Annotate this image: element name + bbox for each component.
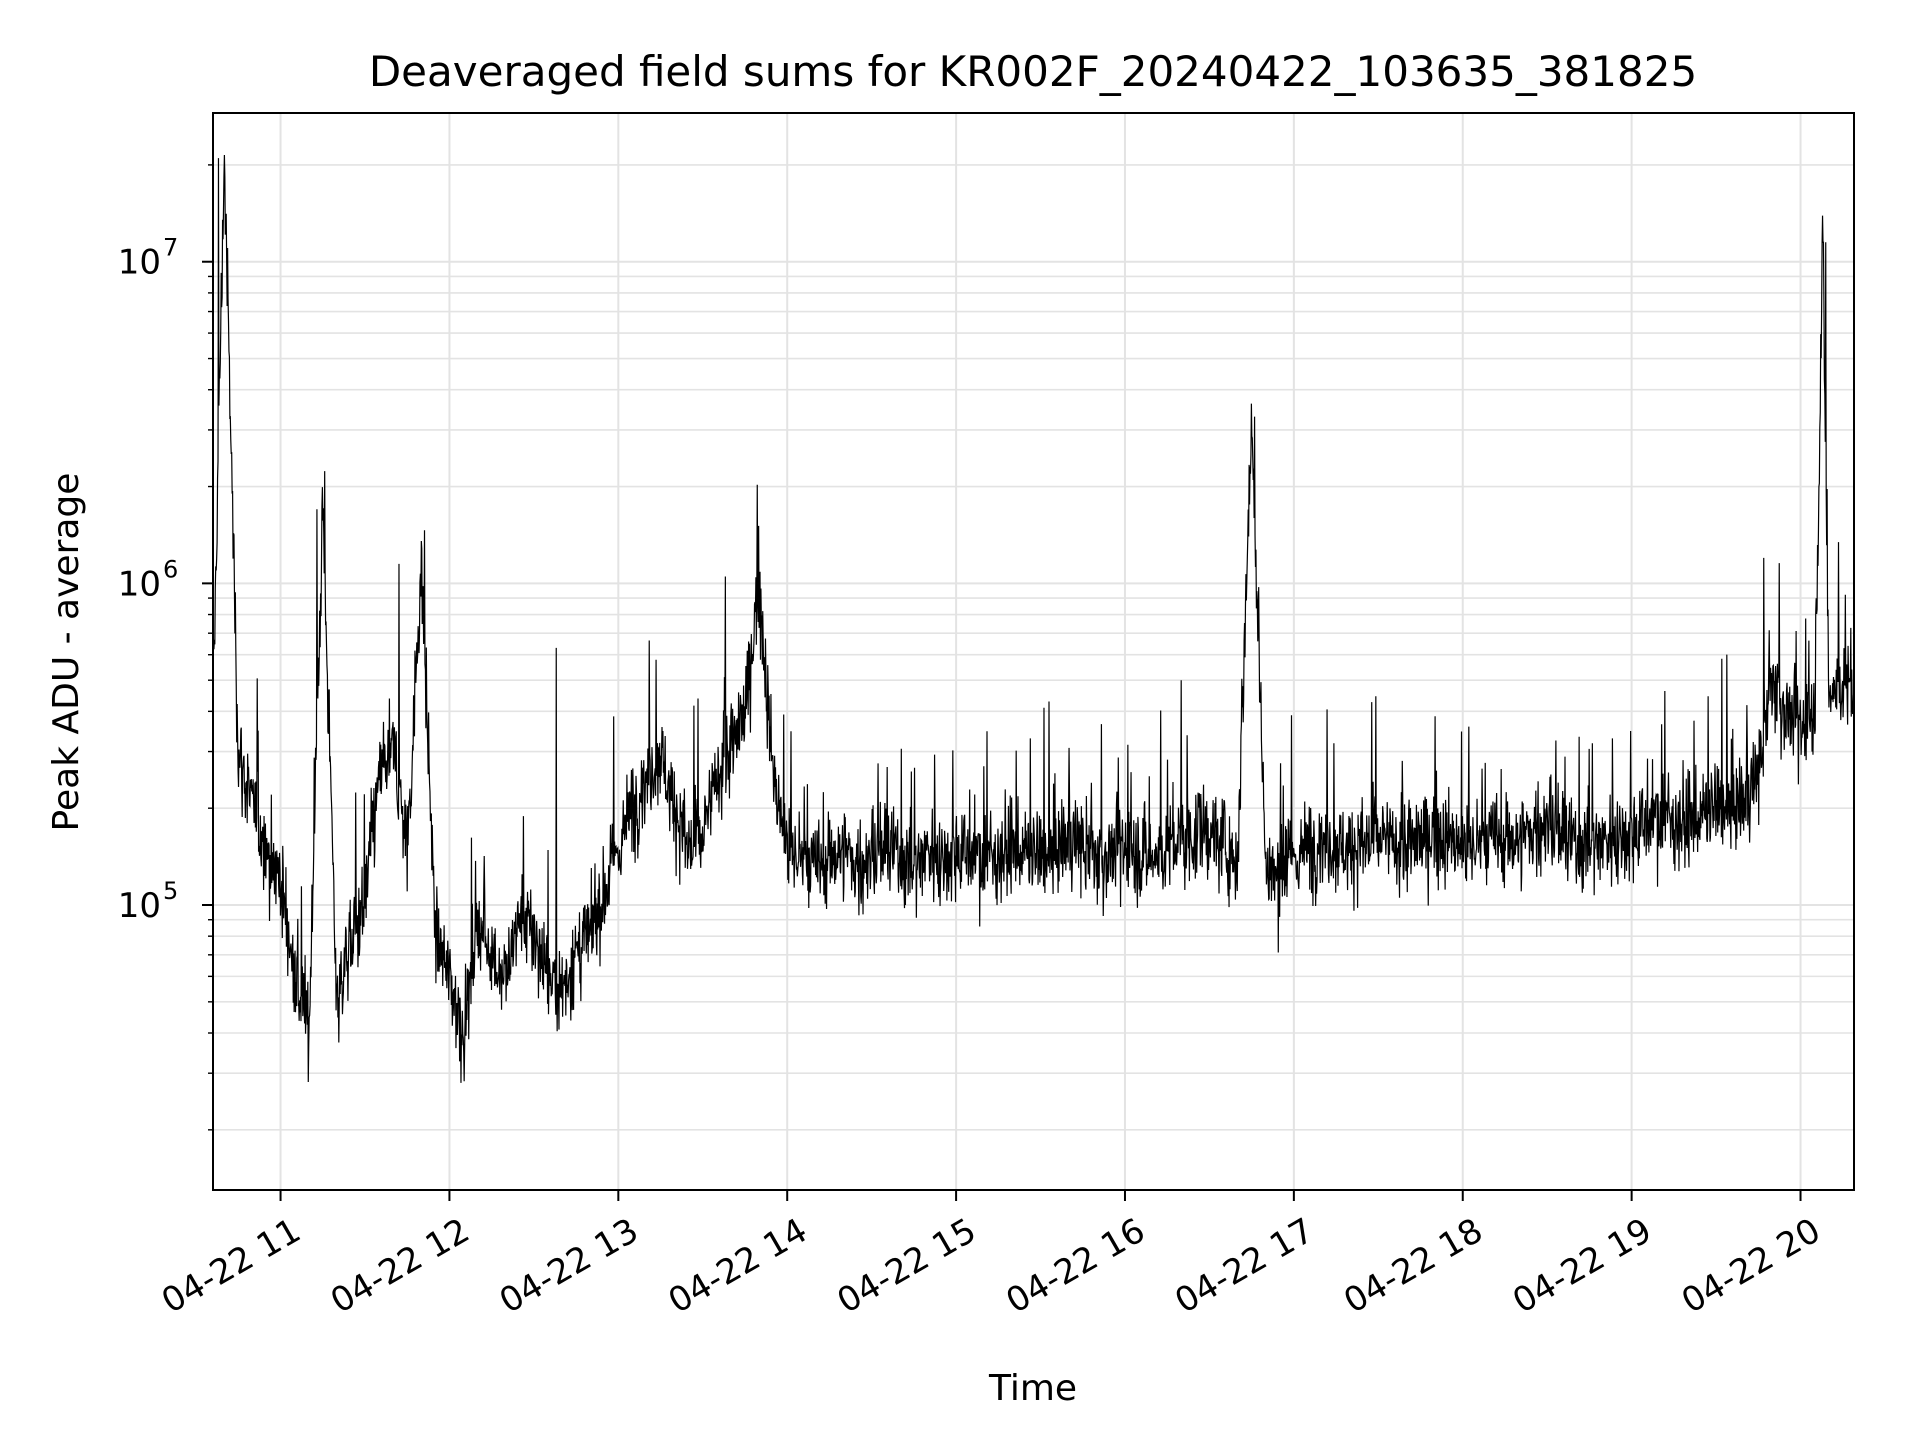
series-line	[212, 154, 1855, 1083]
y-axis-label: Peak ADU - average	[46, 473, 87, 832]
y-tick-label: 10	[118, 886, 161, 926]
y-tick-label: 10	[118, 564, 161, 604]
y-tick-exponent: 5	[163, 877, 178, 905]
x-axis-label: Time	[988, 1368, 1077, 1409]
y-tick-exponent: 7	[163, 234, 178, 262]
plot-frame	[212, 112, 1855, 1191]
y-tick-exponent: 6	[163, 555, 178, 583]
plot-area	[212, 154, 1855, 1083]
chart-title: Deaveraged field sums for KR002F_2024042…	[369, 47, 1697, 96]
grid	[213, 113, 1854, 1190]
y-tick-label: 10	[118, 243, 161, 283]
